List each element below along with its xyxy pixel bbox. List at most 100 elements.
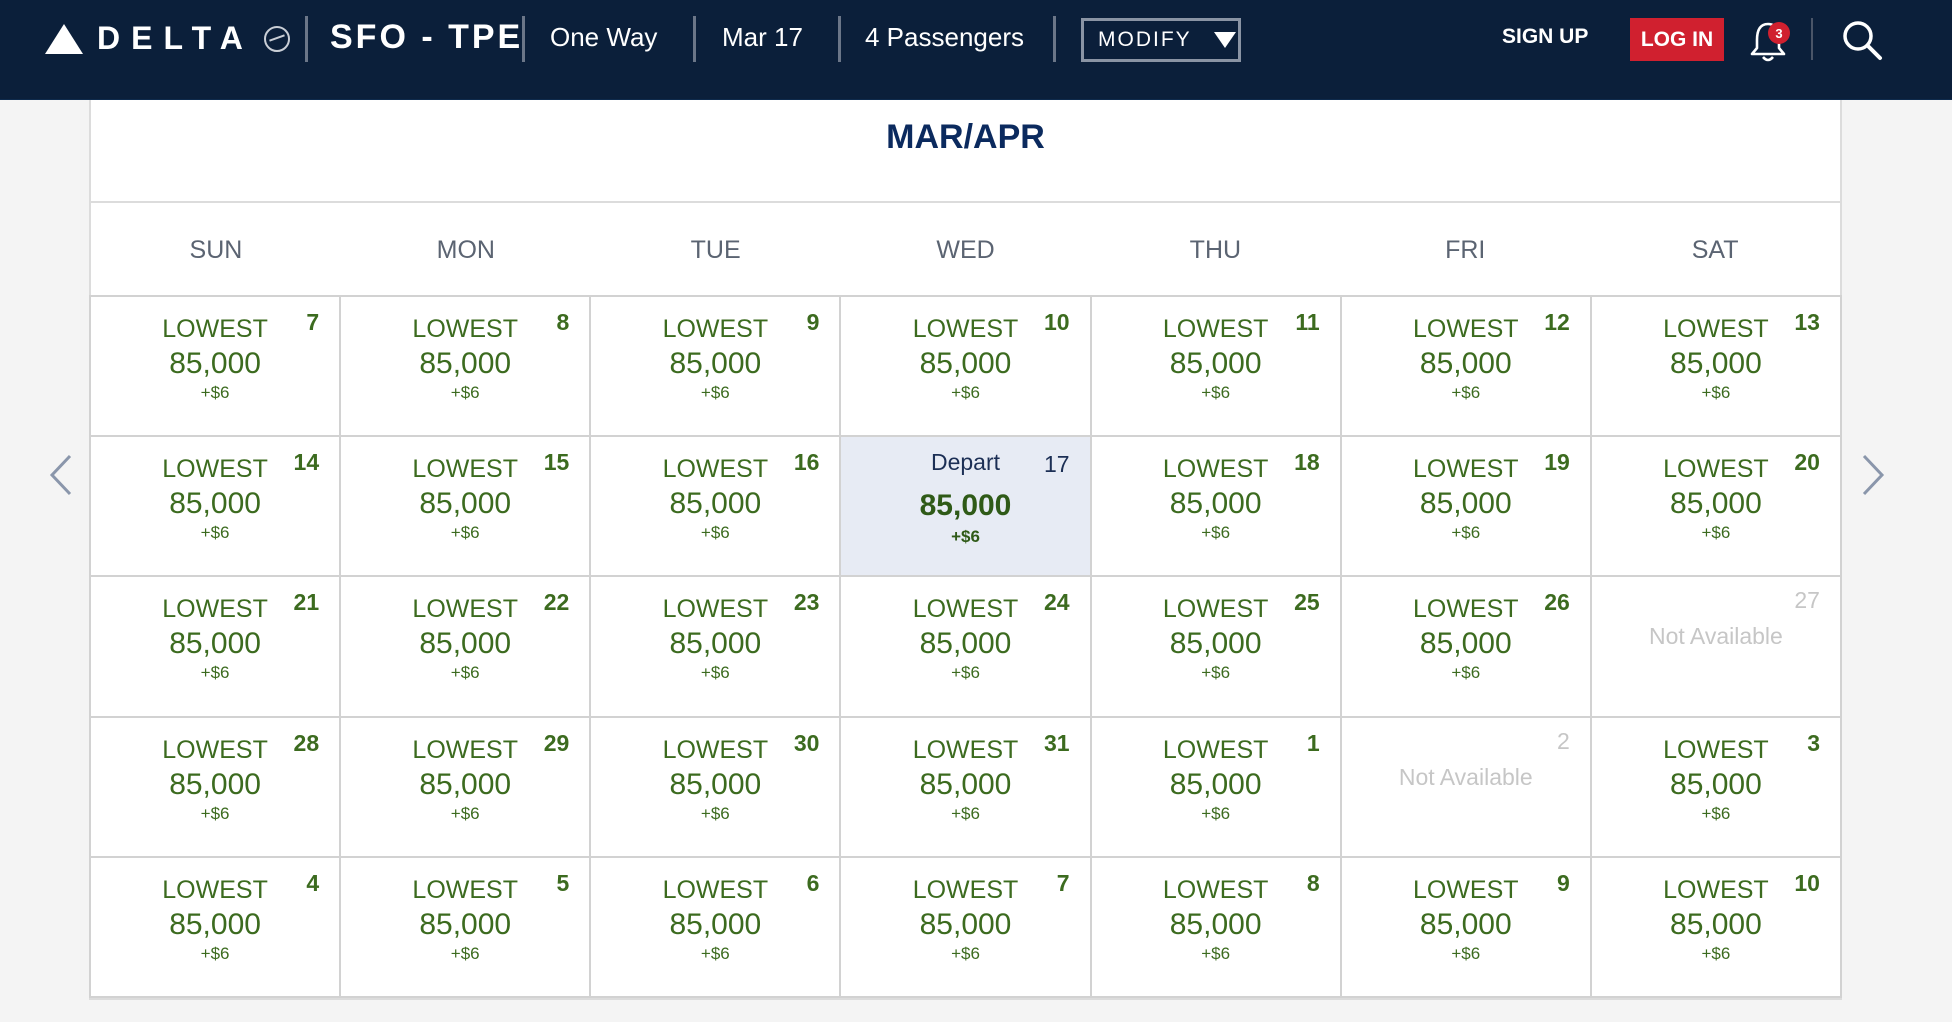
route-summary: SFO - TPE	[330, 18, 524, 56]
fare-fee: +$6	[1451, 523, 1481, 543]
calendar-day[interactable]: 23 LOWEST 85,000 +$6	[591, 577, 842, 718]
notification-badge: 3	[1768, 22, 1790, 44]
header-divider	[522, 16, 525, 62]
fare-miles: 85,000	[419, 767, 512, 801]
calendar-day[interactable]: 21 LOWEST 85,000 +$6	[91, 577, 342, 718]
month-title: MAR/APR	[886, 118, 1045, 156]
fare-calendar: MAR/APR SUN MON TUE WED THU FRI SAT 7 LOW…	[89, 100, 1842, 1000]
delta-logo[interactable]: DELTA	[45, 20, 290, 57]
calendar-day[interactable]: 9 LOWEST 85,000 +$6	[591, 297, 842, 438]
fare-miles: 85,000	[669, 347, 762, 380]
skyteam-globe-icon	[263, 25, 290, 52]
calendar-day-selected[interactable]: 17 Depart 85,000 +$6	[841, 437, 1092, 578]
fare-miles: 85,000	[419, 347, 512, 380]
calendar-day[interactable]: 25 LOWEST 85,000 +$6	[1091, 577, 1342, 718]
fare-miles: 85,000	[169, 347, 261, 380]
fare-miles: 85,000	[1419, 907, 1512, 941]
day-number: 8	[1306, 869, 1320, 896]
calendar-day[interactable]: 31 LOWEST 85,000 +$6	[841, 717, 1092, 858]
lowest-fare-label: LOWEST	[1412, 875, 1519, 904]
fare-fee: +$6	[450, 803, 480, 823]
fare-miles: 85,000	[1670, 907, 1762, 941]
fare-miles: 85,000	[1419, 487, 1512, 521]
fare-fee: +$6	[1201, 523, 1231, 543]
calendar-day[interactable]: 30 LOWEST 85,000 +$6	[591, 717, 842, 858]
fare-miles: 85,000	[669, 487, 762, 521]
day-number: 26	[1544, 589, 1570, 616]
calendar-day[interactable]: 16 LOWEST 85,000 +$6	[591, 437, 842, 578]
calendar-day[interactable]: 24 LOWEST 85,000 +$6	[841, 577, 1092, 718]
lowest-fare-label: LOWEST	[162, 735, 268, 764]
fare-fee: +$6	[200, 663, 230, 683]
fare-fee: +$6	[450, 943, 480, 963]
calendar-day[interactable]: 28 LOWEST 85,000 +$6	[91, 717, 342, 858]
day-number: 5	[556, 869, 570, 896]
calendar-day[interactable]: 20 LOWEST 85,000 +$6	[1591, 437, 1842, 578]
fare-fee: +$6	[1201, 663, 1231, 683]
day-number: 21	[293, 589, 320, 616]
divider	[91, 201, 1840, 203]
header-divider	[693, 16, 696, 62]
weekday-label: SUN	[189, 236, 243, 264]
fare-fee: +$6	[1201, 803, 1231, 823]
calendar-day[interactable]: 15 LOWEST 85,000 +$6	[341, 437, 592, 578]
calendar-day[interactable]: 22 LOWEST 85,000 +$6	[341, 577, 592, 718]
fare-miles: 85,000	[169, 487, 261, 521]
search-icon[interactable]	[1840, 18, 1884, 62]
fare-miles: 85,000	[1670, 767, 1762, 801]
modify-label: MODIFY	[1098, 28, 1192, 51]
fare-fee: +$6	[450, 663, 480, 683]
lowest-fare-label: LOWEST	[912, 875, 1019, 904]
caret-down-icon	[1213, 32, 1236, 48]
fare-miles: 85,000	[919, 907, 1012, 941]
passenger-count-label: 4 Passengers	[865, 22, 1024, 52]
calendar-day[interactable]: 13 LOWEST 85,000 +$6	[1591, 297, 1842, 438]
calendar-day[interactable]: 4 LOWEST 85,000 +$6	[91, 857, 342, 998]
lowest-fare-label: LOWEST	[1663, 875, 1769, 904]
log-in-button[interactable]: LOG IN	[1630, 18, 1724, 61]
calendar-day[interactable]: 7 LOWEST 85,000 +$6	[91, 297, 342, 438]
calendar-day[interactable]: 10 LOWEST 85,000 +$6	[841, 297, 1092, 438]
calendar-day[interactable]: 7 LOWEST 85,000 +$6	[841, 857, 1092, 998]
modify-search-button[interactable]: MODIFY	[1081, 18, 1241, 62]
calendar-day[interactable]: 19 LOWEST 85,000 +$6	[1341, 437, 1592, 578]
calendar-day[interactable]: 18 LOWEST 85,000 +$6	[1091, 437, 1342, 578]
lowest-fare-label: LOWEST	[1412, 595, 1519, 624]
fare-miles: 85,000	[919, 347, 1012, 380]
calendar-day[interactable]: 8 LOWEST 85,000 +$6	[1091, 857, 1342, 998]
fare-fee: +$6	[200, 803, 230, 823]
fare-miles: 85,000	[919, 767, 1012, 801]
calendar-day[interactable]: 6 LOWEST 85,000 +$6	[591, 857, 842, 998]
fare-miles: 85,000	[419, 627, 512, 661]
day-number: 15	[543, 449, 570, 476]
day-number: 18	[1294, 449, 1320, 476]
calendar-day[interactable]: 8 LOWEST 85,000 +$6	[341, 297, 592, 438]
sign-up-link[interactable]: SIGN UP	[1502, 25, 1589, 48]
chevron-right-icon[interactable]	[1858, 450, 1888, 500]
calendar-day[interactable]: 5 LOWEST 85,000 +$6	[341, 857, 592, 998]
lowest-fare-label: LOWEST	[1663, 455, 1769, 484]
fare-miles: 85,000	[919, 489, 1012, 523]
calendar-day[interactable]: 29 LOWEST 85,000 +$6	[341, 717, 592, 858]
lowest-fare-label: LOWEST	[162, 595, 268, 624]
calendar-day[interactable]: 1 LOWEST 85,000 +$6	[1091, 717, 1342, 858]
calendar-day[interactable]: 3 LOWEST 85,000 +$6	[1591, 717, 1842, 858]
lowest-fare-label: LOWEST	[1162, 315, 1269, 343]
calendar-grid: 7 LOWEST 85,000 +$6 8 LOWEST 85,000 +$6 9 LOWEST 8…	[89, 295, 1842, 998]
calendar-day[interactable]: 26 LOWEST 85,000 +$6	[1341, 577, 1592, 718]
calendar-day[interactable]: 14 LOWEST 85,000 +$6	[91, 437, 342, 578]
day-number: 27	[1794, 587, 1820, 614]
fare-fee: +$6	[951, 527, 980, 547]
lowest-fare-label: LOWEST	[1162, 875, 1269, 904]
calendar-day[interactable]: 11 LOWEST 85,000 +$6	[1091, 297, 1342, 438]
chevron-left-icon[interactable]	[46, 450, 76, 500]
day-number: 11	[1295, 309, 1320, 335]
brand-name: DELTA	[97, 20, 254, 56]
calendar-day[interactable]: 12 LOWEST 85,000 +$6	[1341, 297, 1592, 438]
day-number: 2	[1557, 727, 1570, 754]
calendar-day[interactable]: 9 LOWEST 85,000 +$6	[1341, 857, 1592, 998]
lowest-fare-label: LOWEST	[662, 595, 769, 624]
day-number: 31	[1043, 729, 1070, 756]
calendar-day[interactable]: 10 LOWEST 85,000 +$6	[1591, 857, 1842, 998]
fare-miles: 85,000	[1670, 487, 1762, 521]
